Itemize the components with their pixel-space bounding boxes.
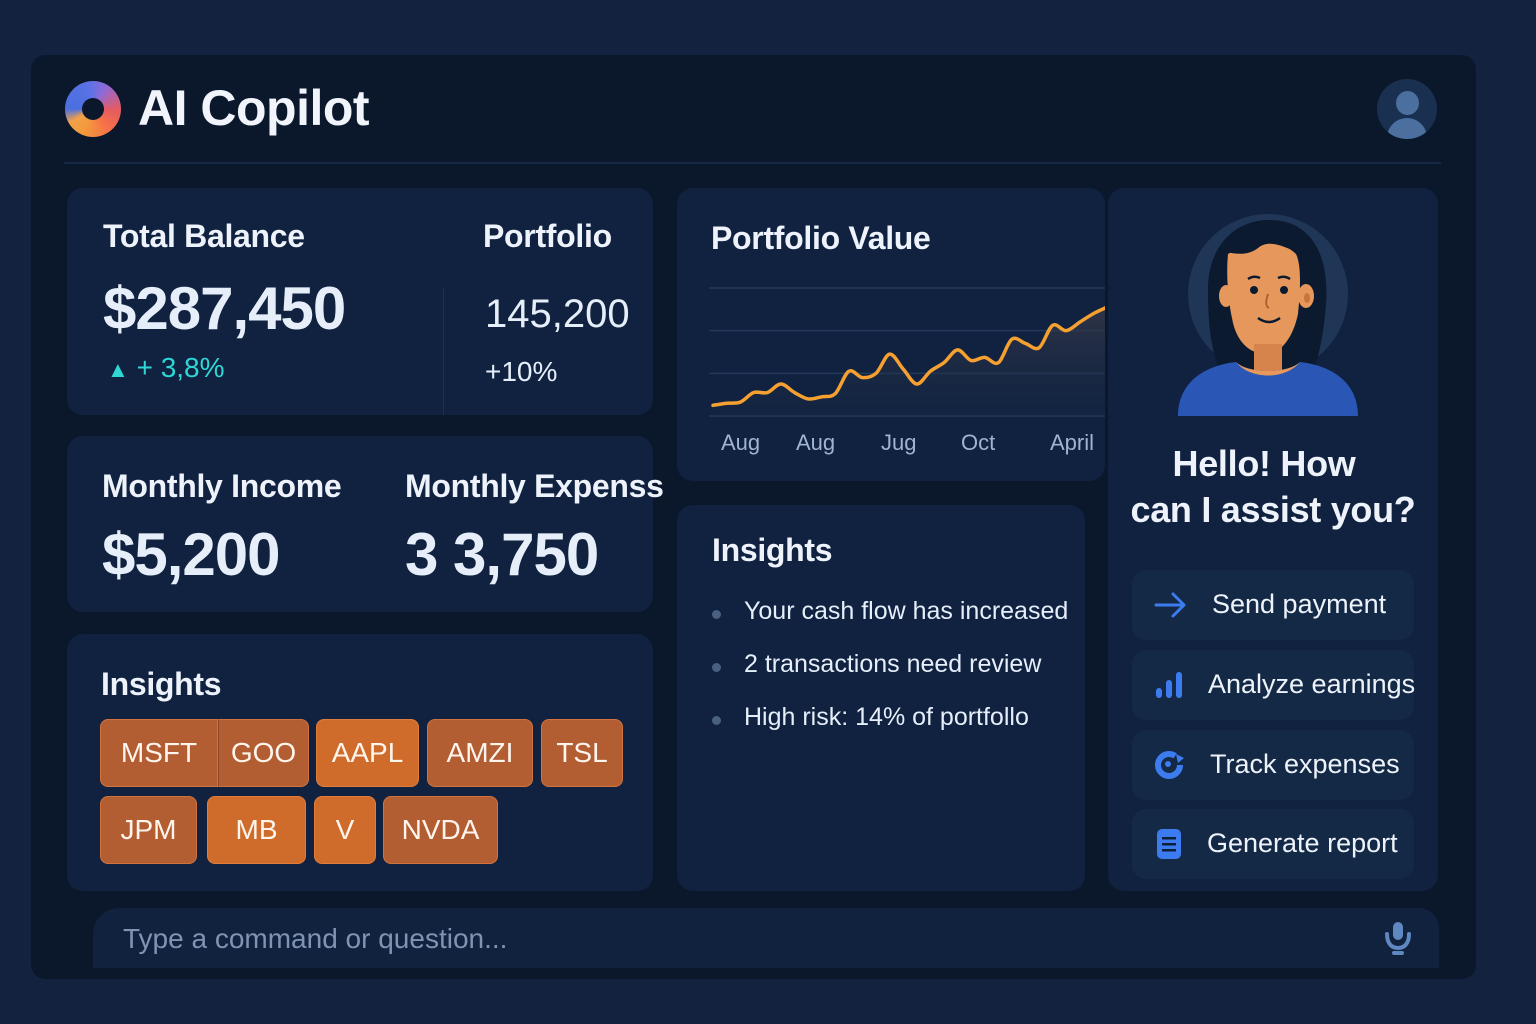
ticker-chip[interactable]: AMZI: [427, 719, 533, 787]
greeting-line-1: Hello! How: [1172, 443, 1356, 484]
total-balance-label: Total Balance: [103, 218, 305, 254]
assistant-card: Hello! How can I assist you? Send paymen…: [1108, 188, 1438, 891]
x-tick-label: Aug: [721, 430, 761, 455]
card-divider: [443, 288, 444, 415]
tickers-title: Insights: [101, 666, 222, 702]
x-tick-label: Oct: [961, 430, 996, 455]
ticker-chip[interactable]: AAPL: [316, 719, 419, 787]
insight-item: 2 transactions need review: [744, 650, 1042, 678]
header: AI Copilot: [31, 55, 1476, 165]
monthly-expense-label: Monthly Expenss: [405, 468, 664, 504]
insights-card: Insights Your cash flow has increased 2 …: [677, 505, 1085, 891]
triangle-up-icon: ▲: [107, 357, 129, 382]
document-icon: [1157, 829, 1181, 859]
ticker-chip[interactable]: TSL: [541, 719, 623, 787]
send-payment-button[interactable]: Send payment: [1132, 570, 1414, 640]
insight-item: Your cash flow has increased: [744, 597, 1069, 625]
x-tick-label: April: [1050, 430, 1095, 455]
analyze-earnings-button[interactable]: Analyze earnings: [1132, 650, 1416, 720]
total-balance-value: $287,450: [103, 275, 346, 342]
header-divider: [64, 162, 1441, 164]
total-change-text: + 3,8%: [136, 352, 225, 383]
command-bar: [93, 908, 1439, 968]
assistant-avatar-icon: [1178, 214, 1358, 416]
microphone-icon[interactable]: [1383, 920, 1413, 956]
ticker-chip[interactable]: JPM: [100, 796, 197, 864]
gradient-ring-logo-icon: [65, 81, 121, 137]
refresh-icon: [1155, 751, 1184, 779]
command-input[interactable]: [123, 918, 1343, 960]
total-balance-change: ▲ + 3,8%: [107, 352, 225, 384]
track-expenses-button[interactable]: Track expenses: [1132, 730, 1414, 800]
greeting-line-2: can I assist you?: [1130, 489, 1416, 530]
portfolio-label: Portfolio: [483, 218, 612, 254]
monthly-card: Monthly Income $5,200 Monthly Expenss 3 …: [67, 436, 664, 612]
bullet-icon: [712, 716, 721, 725]
monthly-expense-value: 3 3,750: [405, 521, 599, 588]
action-label: Analyze earnings: [1208, 669, 1416, 699]
assistant-greeting: Hello! How can I assist you?: [1108, 441, 1438, 533]
generate-report-button[interactable]: Generate report: [1132, 809, 1414, 879]
ticker-chip[interactable]: GOO: [218, 719, 309, 787]
ticker-chip[interactable]: V: [314, 796, 376, 864]
portfolio-change: +10%: [485, 356, 558, 387]
app-title: AI Copilot: [138, 80, 370, 136]
monthly-income-value: $5,200: [102, 521, 281, 588]
chart-title: Portfolio Value: [711, 220, 931, 256]
portfolio-value-card: Portfolio Value Aug Aug Jug Oct April: [677, 188, 1105, 481]
insight-item: High risk: 14% of portfollo: [744, 703, 1029, 731]
insights-title: Insights: [712, 532, 833, 568]
bullet-icon: [712, 663, 721, 672]
x-tick-label: Aug: [796, 430, 836, 455]
portfolio-line-chart: [709, 287, 1105, 417]
tickers-card: Insights MSFT GOO AAPL AMZI TSL JPM MB V…: [67, 634, 653, 891]
action-label: Track expenses: [1210, 749, 1400, 779]
ticker-chip[interactable]: NVDA: [383, 796, 498, 864]
bullet-icon: [712, 610, 721, 619]
ticker-chip[interactable]: MSFT: [100, 719, 218, 787]
x-tick-label: Jug: [881, 430, 917, 455]
monthly-income-label: Monthly Income: [102, 468, 342, 504]
user-avatar-icon: [1396, 91, 1419, 115]
ticker-chip[interactable]: MB: [207, 796, 306, 864]
action-label: Send payment: [1212, 589, 1387, 619]
arrow-right-icon: [1154, 592, 1186, 618]
balance-card: Total Balance $287,450 ▲ + 3,8% Portfoli…: [67, 188, 653, 415]
user-avatar-body: [1387, 118, 1427, 139]
portfolio-value: 145,200: [485, 292, 630, 336]
bar-chart-icon: [1156, 672, 1182, 698]
action-label: Generate report: [1207, 828, 1398, 858]
app-window: AI Copilot Total Balance $287,450 ▲ + 3,…: [31, 55, 1476, 979]
profile-button[interactable]: [1377, 79, 1437, 139]
